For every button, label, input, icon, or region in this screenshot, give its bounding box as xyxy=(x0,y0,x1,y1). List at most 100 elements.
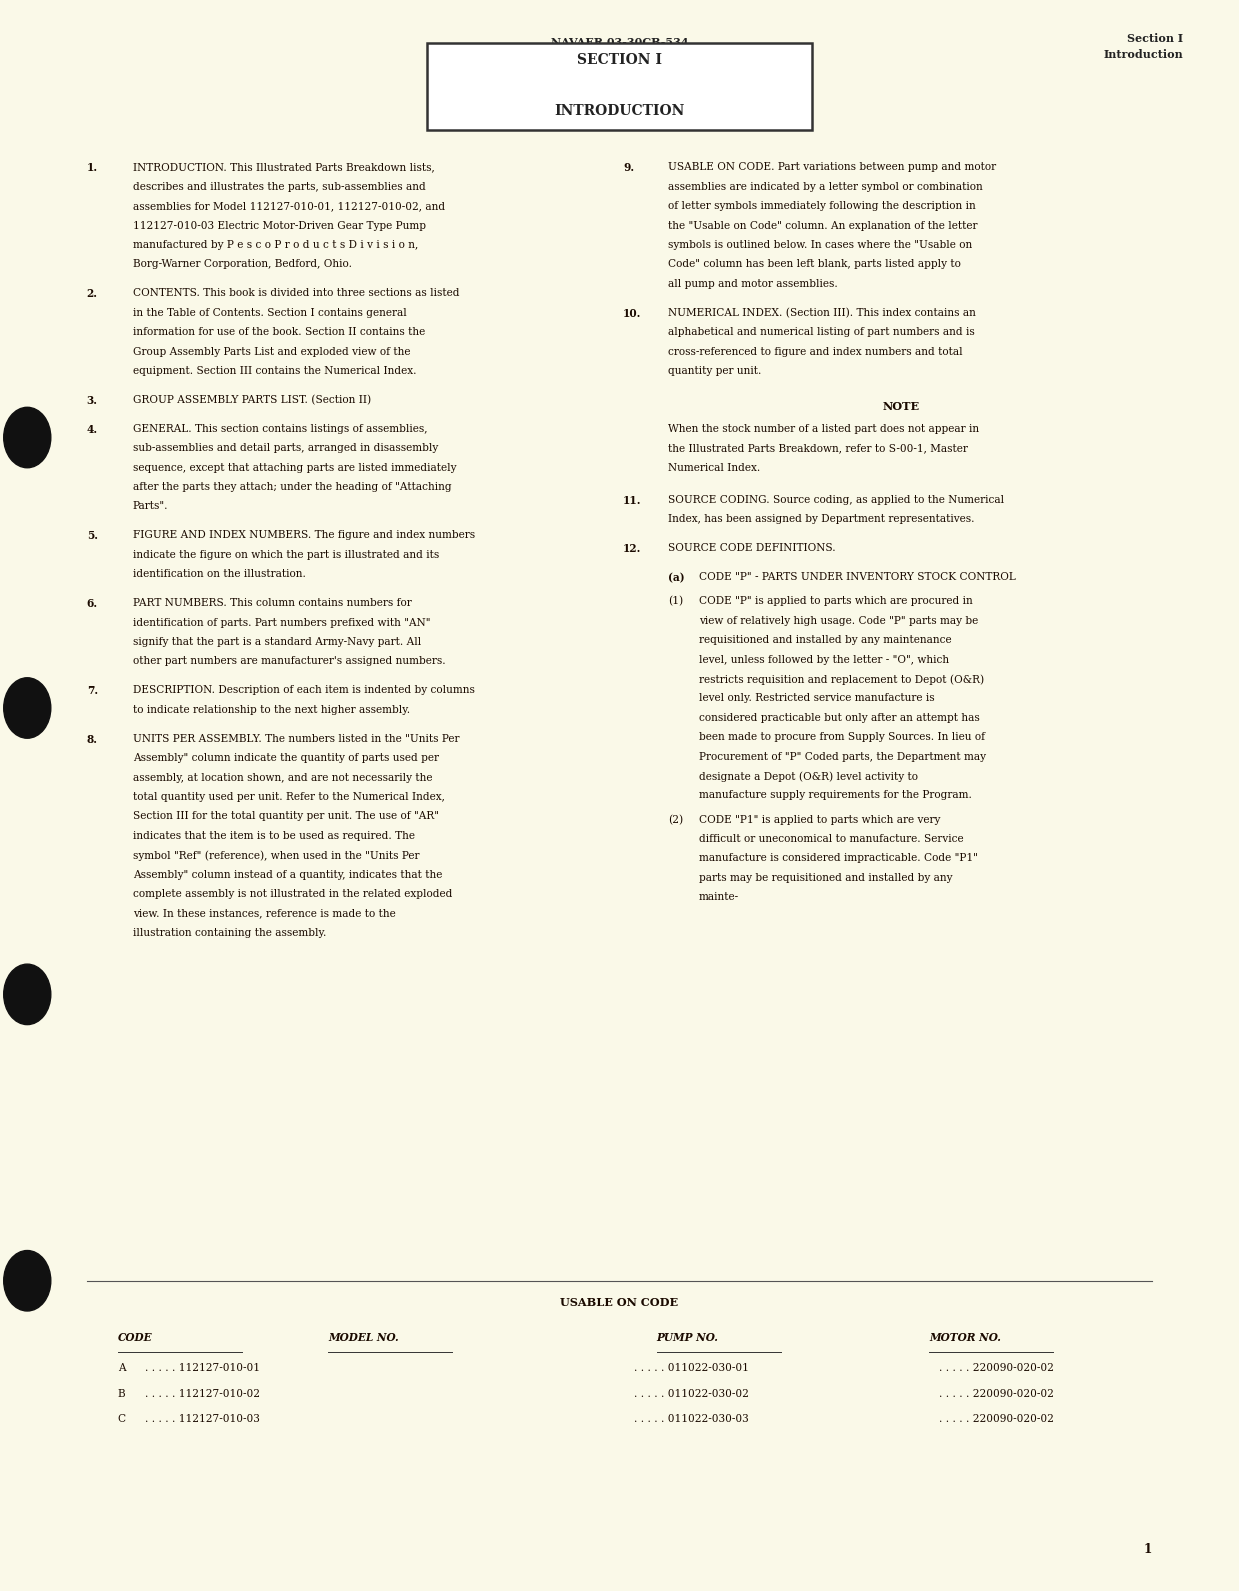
Text: view. In these instances, reference is made to the: view. In these instances, reference is m… xyxy=(133,908,395,918)
Text: manufacture supply requirements for the Program.: manufacture supply requirements for the … xyxy=(699,791,971,800)
Text: describes and illustrates the parts, sub-assemblies and: describes and illustrates the parts, sub… xyxy=(133,181,425,191)
Text: symbol "Ref" (reference), when used in the "Units Per: symbol "Ref" (reference), when used in t… xyxy=(133,850,419,861)
Text: alphabetical and numerical listing of part numbers and is: alphabetical and numerical listing of pa… xyxy=(668,328,975,337)
Circle shape xyxy=(4,407,51,468)
Text: 1.: 1. xyxy=(87,162,98,173)
Text: 9.: 9. xyxy=(623,162,634,173)
Text: the "Usable on Code" column. An explanation of the letter: the "Usable on Code" column. An explanat… xyxy=(668,221,978,231)
Text: parts may be requisitioned and installed by any: parts may be requisitioned and installed… xyxy=(699,873,953,883)
Text: view of relatively high usage. Code "P" parts may be: view of relatively high usage. Code "P" … xyxy=(699,616,978,625)
Text: 10.: 10. xyxy=(623,307,642,318)
Text: (2): (2) xyxy=(668,815,683,824)
Text: 3.: 3. xyxy=(87,395,98,406)
Text: requisitioned and installed by any maintenance: requisitioned and installed by any maint… xyxy=(699,635,952,644)
Text: . . . . . 112127-010-03: . . . . . 112127-010-03 xyxy=(145,1414,260,1424)
Text: to indicate relationship to the next higher assembly.: to indicate relationship to the next hig… xyxy=(133,705,410,714)
Text: difficult or uneconomical to manufacture. Service: difficult or uneconomical to manufacture… xyxy=(699,834,964,843)
Text: MOTOR NO.: MOTOR NO. xyxy=(929,1332,1001,1343)
Text: C: C xyxy=(118,1414,126,1424)
Text: A: A xyxy=(118,1363,125,1373)
Text: assembly, at location shown, and are not necessarily the: assembly, at location shown, and are not… xyxy=(133,773,432,783)
Text: . . . . . 220090-020-02: . . . . . 220090-020-02 xyxy=(939,1389,1054,1398)
Text: 11.: 11. xyxy=(623,495,642,506)
Text: CODE "P" - PARTS UNDER INVENTORY STOCK CONTROL: CODE "P" - PARTS UNDER INVENTORY STOCK C… xyxy=(699,573,1016,582)
Text: Procurement of "P" Coded parts, the Department may: Procurement of "P" Coded parts, the Depa… xyxy=(699,751,986,762)
Text: mainte-: mainte- xyxy=(699,893,738,902)
Text: . . . . . 011022-030-03: . . . . . 011022-030-03 xyxy=(634,1414,750,1424)
Text: signify that the part is a standard Army-Navy part. All: signify that the part is a standard Army… xyxy=(133,636,421,648)
Text: Section III for the total quantity per unit. The use of "AR": Section III for the total quantity per u… xyxy=(133,811,439,821)
Text: NUMERICAL INDEX. (Section III). This index contains an: NUMERICAL INDEX. (Section III). This ind… xyxy=(668,307,975,318)
Text: . . . . . 112127-010-02: . . . . . 112127-010-02 xyxy=(145,1389,260,1398)
Text: Section I: Section I xyxy=(1127,33,1183,45)
Text: quantity per unit.: quantity per unit. xyxy=(668,366,761,375)
FancyBboxPatch shape xyxy=(427,43,812,130)
Text: level, unless followed by the letter - "O", which: level, unless followed by the letter - "… xyxy=(699,654,949,665)
Text: (1): (1) xyxy=(668,597,683,606)
Text: indicate the figure on which the part is illustrated and its: indicate the figure on which the part is… xyxy=(133,550,439,560)
Text: . . . . . 220090-020-02: . . . . . 220090-020-02 xyxy=(939,1414,1054,1424)
Text: Assembly" column instead of a quantity, indicates that the: Assembly" column instead of a quantity, … xyxy=(133,870,442,880)
Text: sub-assemblies and detail parts, arranged in disassembly: sub-assemblies and detail parts, arrange… xyxy=(133,444,437,453)
Text: . . . . . 011022-030-02: . . . . . 011022-030-02 xyxy=(634,1389,750,1398)
Text: assemblies for Model 112127-010-01, 112127-010-02, and: assemblies for Model 112127-010-01, 1121… xyxy=(133,200,445,212)
Text: Group Assembly Parts List and exploded view of the: Group Assembly Parts List and exploded v… xyxy=(133,347,410,356)
Text: B: B xyxy=(118,1389,125,1398)
Text: Borg-Warner Corporation, Bedford, Ohio.: Borg-Warner Corporation, Bedford, Ohio. xyxy=(133,259,352,269)
Text: USABLE ON CODE. Part variations between pump and motor: USABLE ON CODE. Part variations between … xyxy=(668,162,996,172)
Text: 4.: 4. xyxy=(87,423,98,434)
Text: 7.: 7. xyxy=(87,686,98,697)
Text: PART NUMBERS. This column contains numbers for: PART NUMBERS. This column contains numbe… xyxy=(133,598,411,608)
Text: 8.: 8. xyxy=(87,733,98,745)
Text: total quantity used per unit. Refer to the Numerical Index,: total quantity used per unit. Refer to t… xyxy=(133,792,445,802)
Text: identification on the illustration.: identification on the illustration. xyxy=(133,570,306,579)
Text: in the Table of Contents. Section I contains general: in the Table of Contents. Section I cont… xyxy=(133,307,406,318)
Text: Code" column has been left blank, parts listed apply to: Code" column has been left blank, parts … xyxy=(668,259,960,269)
Text: manufactured by P e s c o P r o d u c t s D i v i s i o n,: manufactured by P e s c o P r o d u c t … xyxy=(133,240,418,250)
Circle shape xyxy=(4,1251,51,1311)
Text: GROUP ASSEMBLY PARTS LIST. (Section II): GROUP ASSEMBLY PARTS LIST. (Section II) xyxy=(133,395,370,406)
Text: restricts requisition and replacement to Depot (O&R): restricts requisition and replacement to… xyxy=(699,675,984,684)
Circle shape xyxy=(4,964,51,1025)
Text: other part numbers are manufacturer's assigned numbers.: other part numbers are manufacturer's as… xyxy=(133,657,445,667)
Text: 12.: 12. xyxy=(623,543,642,554)
Text: . . . . . 220090-020-02: . . . . . 220090-020-02 xyxy=(939,1363,1054,1373)
Text: NOTE: NOTE xyxy=(882,401,919,412)
Text: DESCRIPTION. Description of each item is indented by columns: DESCRIPTION. Description of each item is… xyxy=(133,686,475,695)
Text: sequence, except that attaching parts are listed immediately: sequence, except that attaching parts ar… xyxy=(133,463,456,473)
Text: 1: 1 xyxy=(1144,1543,1152,1556)
Text: information for use of the book. Section II contains the: information for use of the book. Section… xyxy=(133,328,425,337)
Text: UNITS PER ASSEMBLY. The numbers listed in the "Units Per: UNITS PER ASSEMBLY. The numbers listed i… xyxy=(133,733,460,743)
Text: . . . . . 112127-010-01: . . . . . 112127-010-01 xyxy=(145,1363,260,1373)
Text: symbols is outlined below. In cases where the "Usable on: symbols is outlined below. In cases wher… xyxy=(668,240,973,250)
Text: Index, has been assigned by Department representatives.: Index, has been assigned by Department r… xyxy=(668,514,974,523)
Text: USABLE ON CODE: USABLE ON CODE xyxy=(560,1297,679,1308)
Text: INTRODUCTION: INTRODUCTION xyxy=(554,103,685,118)
Text: SOURCE CODE DEFINITIONS.: SOURCE CODE DEFINITIONS. xyxy=(668,543,835,554)
Text: all pump and motor assemblies.: all pump and motor assemblies. xyxy=(668,278,838,288)
Text: assemblies are indicated by a letter symbol or combination: assemblies are indicated by a letter sym… xyxy=(668,181,983,191)
Text: level only. Restricted service manufacture is: level only. Restricted service manufactu… xyxy=(699,694,934,703)
Text: NAVAER 03-30CB-534: NAVAER 03-30CB-534 xyxy=(550,37,689,48)
Text: 2.: 2. xyxy=(87,288,98,299)
Text: 5.: 5. xyxy=(87,530,98,541)
Text: considered practicable but only after an attempt has: considered practicable but only after an… xyxy=(699,713,980,722)
Text: CONTENTS. This book is divided into three sections as listed: CONTENTS. This book is divided into thre… xyxy=(133,288,460,298)
Text: SECTION I: SECTION I xyxy=(577,53,662,67)
Text: indicates that the item is to be used as required. The: indicates that the item is to be used as… xyxy=(133,831,415,840)
Text: equipment. Section III contains the Numerical Index.: equipment. Section III contains the Nume… xyxy=(133,366,416,375)
Text: MODEL NO.: MODEL NO. xyxy=(328,1332,399,1343)
Text: complete assembly is not illustrated in the related exploded: complete assembly is not illustrated in … xyxy=(133,889,452,899)
Text: Assembly" column indicate the quantity of parts used per: Assembly" column indicate the quantity o… xyxy=(133,753,439,764)
Text: CODE: CODE xyxy=(118,1332,152,1343)
Text: (a): (a) xyxy=(668,573,684,584)
Text: 112127-010-03 Electric Motor-Driven Gear Type Pump: 112127-010-03 Electric Motor-Driven Gear… xyxy=(133,221,425,231)
Text: GENERAL. This section contains listings of assemblies,: GENERAL. This section contains listings … xyxy=(133,423,427,434)
Text: the Illustrated Parts Breakdown, refer to S-00-1, Master: the Illustrated Parts Breakdown, refer t… xyxy=(668,444,968,453)
Text: Introduction: Introduction xyxy=(1104,49,1183,60)
Text: When the stock number of a listed part does not appear in: When the stock number of a listed part d… xyxy=(668,423,979,434)
Text: designate a Depot (O&R) level activity to: designate a Depot (O&R) level activity t… xyxy=(699,772,918,781)
Text: cross-referenced to figure and index numbers and total: cross-referenced to figure and index num… xyxy=(668,347,963,356)
Text: SOURCE CODING. Source coding, as applied to the Numerical: SOURCE CODING. Source coding, as applied… xyxy=(668,495,1004,504)
Text: INTRODUCTION. This Illustrated Parts Breakdown lists,: INTRODUCTION. This Illustrated Parts Bre… xyxy=(133,162,435,172)
